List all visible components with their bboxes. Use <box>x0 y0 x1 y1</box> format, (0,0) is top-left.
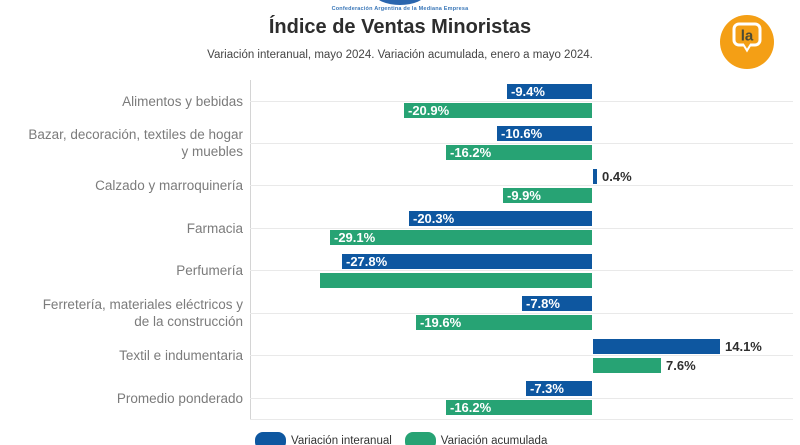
came-wordmark: Confederación Argentina de la Mediana Em… <box>331 6 469 12</box>
legend-label-interanual: Variación interanual <box>291 435 392 445</box>
category-label: Ferretería, materiales eléctricos y de la… <box>42 297 243 330</box>
badge-text: la <box>741 28 754 45</box>
chart-legend: Variación interanual Variación acumulada <box>255 432 547 445</box>
la-news-logo: la <box>720 15 774 69</box>
bar-value-label: -16.2% <box>450 400 492 415</box>
category-label: Promedio ponderado <box>116 390 243 406</box>
bar-value-label: -20.9% <box>408 103 450 118</box>
bar-variacion-acumulada <box>416 315 592 331</box>
bar-value-label: -16.2% <box>450 145 492 161</box>
category-label: Alimentos y bebidas <box>122 93 243 109</box>
bar-variacion-acumulada <box>446 145 592 161</box>
chart-subtitle: Variación interanual, mayo 2024. Variaci… <box>207 49 593 61</box>
came-logo-ellipse <box>375 0 425 5</box>
bar-value-label: -7.8% <box>526 296 560 312</box>
bar-value-label: 14.1% <box>725 338 762 354</box>
plot-bottom-line <box>250 419 793 420</box>
bar-variacion-interanual <box>593 168 597 184</box>
category-label: Textil e indumentaria <box>119 348 243 364</box>
bar-value-label: -20.3% <box>413 211 455 227</box>
category-gridline <box>250 142 793 144</box>
bar-variacion-interanual <box>507 84 592 99</box>
page-title: Índice de Ventas Minoristas <box>268 16 532 38</box>
category-label: Perfumería <box>176 263 243 279</box>
category-gridline <box>250 270 793 272</box>
bar-value-label: -9.9% <box>507 187 541 203</box>
legend-swatch-acumulada <box>404 432 436 445</box>
bar-variacion-acumulada <box>446 400 592 415</box>
category-label: Calzado y marroquinería <box>95 178 243 194</box>
bar-variacion-acumulada <box>503 187 592 203</box>
bar-value-label: -27.8% <box>346 253 388 269</box>
bar-value-label: -7.3% <box>530 381 564 396</box>
bar-value-label: -9.4% <box>511 84 545 99</box>
category-gridline <box>250 397 793 399</box>
bar-value-label: -29.1% <box>334 230 376 246</box>
bar-variacion-interanual <box>522 296 592 312</box>
bar-variacion-acumulada <box>404 103 592 118</box>
bar-variacion-interanual <box>342 253 592 269</box>
category-gridline <box>250 185 793 187</box>
category-label: Farmacia <box>186 220 243 236</box>
bar-value-label: 7.6% <box>666 357 696 373</box>
category-gridline <box>250 227 793 229</box>
category-gridline <box>250 312 793 314</box>
category-gridline <box>250 100 793 102</box>
legend-item-acumulada: Variación acumulada <box>404 432 548 445</box>
bar-variacion-interanual <box>526 381 592 396</box>
bar-variacion-acumulada <box>330 230 592 246</box>
bar-value-label: 0.4% <box>602 168 632 184</box>
bar-variacion-acumulada <box>593 357 661 373</box>
category-label: Bazar, decoración, textiles de hogar y mu… <box>28 127 243 160</box>
speech-bubble-tail-fill <box>743 43 751 49</box>
bar-value-label: -10.6% <box>501 126 543 142</box>
bar-value-label: -19.6% <box>420 315 462 331</box>
bar-variacion-acumulada <box>320 272 592 288</box>
legend-item-interanual: Variación interanual <box>255 432 392 445</box>
bar-variacion-interanual <box>497 126 592 142</box>
bar-variacion-interanual <box>593 338 720 354</box>
legend-label-acumulada: Variación acumulada <box>440 435 548 445</box>
y-axis-line <box>250 80 251 419</box>
category-gridline <box>250 355 793 357</box>
bar-variacion-interanual <box>409 211 592 227</box>
legend-swatch-interanual <box>255 432 286 445</box>
